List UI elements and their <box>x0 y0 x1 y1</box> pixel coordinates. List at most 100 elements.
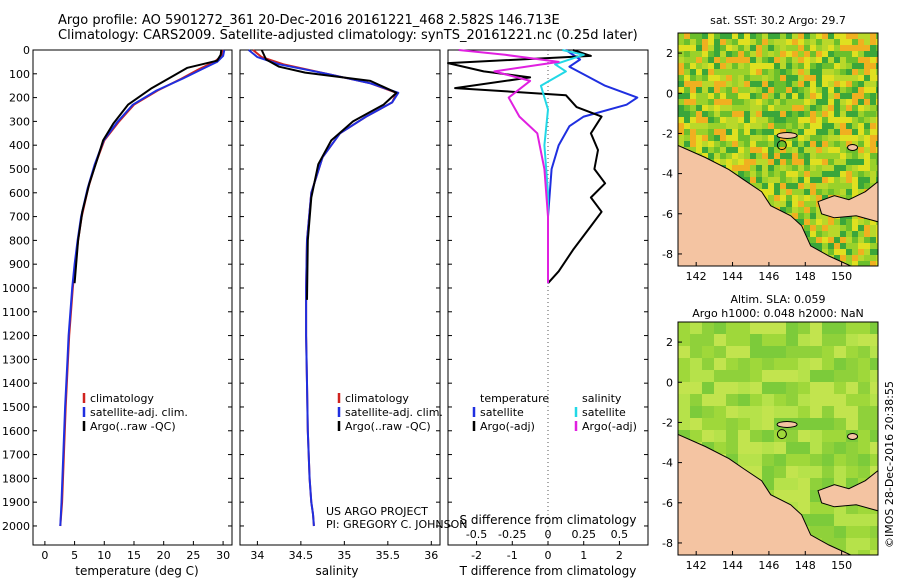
sst-map-cell <box>810 231 817 238</box>
sla-map-cell <box>870 406 878 419</box>
sst-map-cell <box>846 99 853 106</box>
sst-map-cell <box>720 57 727 64</box>
sst-map-cell <box>828 231 835 238</box>
sst-map-cell <box>744 129 751 136</box>
temperature-xtick-label: 30 <box>216 549 230 562</box>
sst-map-cell <box>792 99 799 106</box>
sst-map-cell <box>858 141 865 148</box>
sst-map-cell <box>852 255 859 262</box>
sla-map-cell <box>726 370 739 383</box>
difference-t-tick-label: 1 <box>580 549 587 562</box>
sst-map-cell <box>870 81 877 88</box>
sst-map-cell <box>840 231 847 238</box>
sst-map-cell <box>756 57 763 64</box>
sla-map-cell <box>822 370 835 383</box>
sla-map-cell <box>810 394 823 407</box>
sst-map-cell <box>702 123 709 130</box>
sst-map-cell <box>852 171 859 178</box>
diff-legend-t-argo: Argo(-adj) <box>480 420 535 433</box>
sst-map-cell <box>756 99 763 106</box>
sst-map-cell <box>738 147 745 154</box>
sst-map-cell <box>840 183 847 190</box>
sst-map-cell <box>840 33 847 40</box>
sst-map-cell <box>810 111 817 118</box>
sst-map-cell <box>780 159 787 166</box>
sla-map-cell <box>810 442 823 455</box>
sst-map-cell <box>756 123 763 130</box>
sla-map-cell <box>714 322 727 335</box>
sst-map-cell <box>852 129 859 136</box>
sla-map-cell <box>858 550 871 555</box>
sst-map-cell <box>852 105 859 112</box>
sst-map-cell <box>828 243 835 250</box>
sla-map-cell <box>846 370 859 383</box>
footer-stamp: ©IMOS 28-Dec-2016 20:38:55 <box>883 381 896 548</box>
depth-tick-label: 1100 <box>2 306 30 319</box>
sst-map-cell <box>852 93 859 100</box>
depth-tick-label: 2000 <box>2 520 30 533</box>
sst-map-cell <box>792 201 799 208</box>
sst-map-cell <box>804 147 811 154</box>
sst-map-cell <box>774 111 781 118</box>
sst-map-cell <box>732 57 739 64</box>
sst-map-cell <box>756 75 763 82</box>
sst-map-cell <box>840 243 847 250</box>
sla-map-cell <box>690 322 703 335</box>
sst-map-cell <box>834 177 841 184</box>
sst-map-cell <box>828 39 835 46</box>
sst-map-cell <box>732 147 739 154</box>
sla-map-cell <box>774 394 787 407</box>
sst-map-cell <box>822 249 829 256</box>
sst-map-cell <box>732 87 739 94</box>
sst-map-cell <box>852 183 859 190</box>
sla-map-cell <box>834 442 847 455</box>
sst-map-cell <box>804 57 811 64</box>
sst-map-cell <box>762 141 769 148</box>
sst-map-cell <box>798 105 805 112</box>
sla-map-cell <box>870 322 878 335</box>
sst-map-cell <box>780 99 787 106</box>
sst-map-cell <box>720 123 727 130</box>
sst-map-cell <box>858 111 865 118</box>
sst-map-cell <box>864 219 871 226</box>
sst-map-cell <box>822 57 829 64</box>
salinity-xtick-label: 35.5 <box>376 549 401 562</box>
sst-map-cell <box>690 87 697 94</box>
sla-map-cell <box>834 466 847 479</box>
sst-map-cell <box>804 189 811 196</box>
sla-map-cell <box>678 370 691 383</box>
sst-map-cell <box>864 177 871 184</box>
sla-map-cell <box>774 322 787 335</box>
sst-map-cell <box>792 81 799 88</box>
sst-map-cell <box>726 99 733 106</box>
sla-map-cell <box>726 346 739 359</box>
sst-map-cell <box>786 117 793 124</box>
depth-tick-label: 1000 <box>2 282 30 295</box>
sla-map-cell <box>834 430 847 443</box>
sst-map-cell <box>798 201 805 208</box>
sla-map-cell <box>738 394 751 407</box>
sst-map-cell <box>858 57 865 64</box>
sst-map-cell <box>774 147 781 154</box>
sst-map-cell <box>810 93 817 100</box>
sst-map-cell <box>732 45 739 52</box>
sst-map-cell <box>876 51 878 58</box>
sst-map-cell <box>750 159 757 166</box>
sla-map-cell <box>786 466 799 479</box>
sst-map-cell <box>690 117 697 124</box>
sst-map-cell <box>846 153 853 160</box>
sst-map-cell <box>798 177 805 184</box>
sst-map-cell <box>756 69 763 76</box>
sst-map-cell <box>810 33 817 40</box>
sst-map-lat-label: -6 <box>662 208 673 221</box>
sst-map-cell <box>804 93 811 100</box>
sst-map-cell <box>840 129 847 136</box>
sst-map-cell <box>864 261 871 266</box>
sla-map-cell <box>750 454 763 467</box>
sst-map-cell <box>690 93 697 100</box>
sla-map-cell <box>786 394 799 407</box>
sst-map-cell <box>840 237 847 244</box>
sst-map-cell <box>702 81 709 88</box>
salinity-frame <box>239 49 441 546</box>
sst-map-cell <box>822 81 829 88</box>
